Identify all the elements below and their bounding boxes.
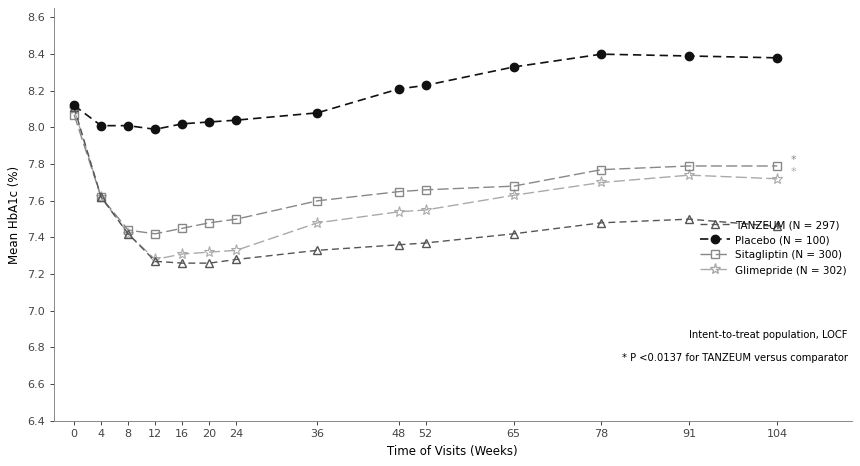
Text: Intent-to-treat population, LOCF: Intent-to-treat population, LOCF: [689, 330, 848, 340]
X-axis label: Time of Visits (Weeks): Time of Visits (Weeks): [387, 445, 518, 458]
Text: *: *: [791, 156, 796, 165]
Y-axis label: Mean HbA1c (%): Mean HbA1c (%): [9, 165, 22, 264]
Text: * P <0.0137 for TANZEUM versus comparator: * P <0.0137 for TANZEUM versus comparato…: [622, 353, 848, 363]
Legend: TANZEUM (N = 297), Placebo (N = 100), Sitagliptin (N = 300), Glimepride (N = 302: TANZEUM (N = 297), Placebo (N = 100), Si…: [700, 219, 846, 275]
Text: *: *: [791, 167, 796, 178]
